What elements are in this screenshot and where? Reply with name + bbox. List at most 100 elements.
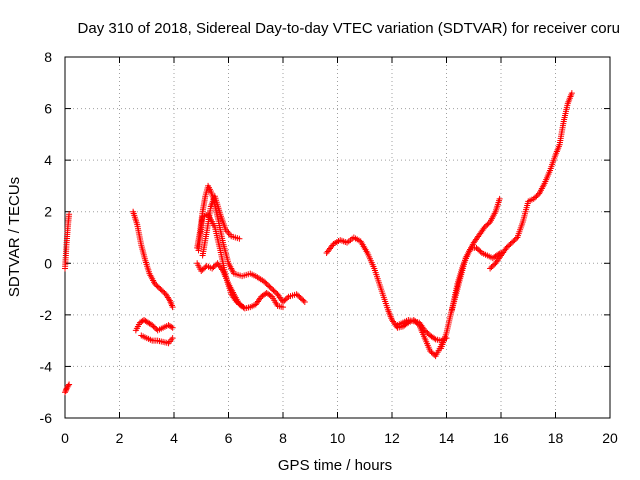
trace-seg-f-14-4	[266, 283, 273, 290]
x-tick-label-4: 8	[279, 430, 287, 446]
point-seg-g-3	[209, 265, 216, 272]
trace-seg-f-15-2	[271, 288, 278, 295]
series-seg-h	[199, 193, 243, 259]
y-tick-label-2: -2	[40, 307, 53, 323]
y-tick-label-0: -6	[40, 410, 53, 426]
series-seg-n	[487, 90, 575, 272]
point-seg-g-1	[198, 268, 205, 275]
trace-seg-k-5-1	[423, 328, 430, 335]
y-tick-label-1: -4	[40, 358, 53, 374]
y-tick-label-4: 2	[44, 204, 52, 220]
x-tick-labels: 0 2 4 6 8 10 12 14 16 18 20	[61, 430, 618, 446]
trace-seg-k-6-3	[431, 335, 438, 342]
x-tick-label-3: 6	[225, 430, 233, 446]
grid-lines	[65, 57, 610, 418]
trace-seg-n-8-2	[533, 193, 540, 200]
point-seg-f-17	[280, 298, 286, 305]
trace-seg-n-8-1	[532, 194, 539, 201]
chart-title: Day 310 of 2018, Sidereal Day-to-day VTE…	[78, 20, 620, 37]
trace-seg-g-3-2	[211, 262, 218, 269]
trace-seg-c-6-1	[158, 287, 165, 294]
trace-seg-f-19-1	[294, 292, 301, 299]
trace-seg-n-4-2	[511, 237, 518, 244]
trace-seg-f-17-1	[281, 297, 288, 304]
point-seg-n-8	[530, 195, 537, 202]
point-seg-h-7	[236, 235, 243, 242]
point-seg-f-15	[269, 286, 276, 293]
point-seg-d-4	[149, 322, 156, 329]
x-tick-label-6: 12	[384, 430, 400, 446]
x-tick-label-10: 20	[602, 430, 618, 446]
y-tick-label-7: 8	[44, 49, 52, 65]
series-seg-j	[323, 234, 447, 360]
trace-seg-n-4-1	[510, 238, 517, 245]
trace-seg-f-14-5	[267, 284, 274, 291]
trace-seg-d-7-2	[168, 323, 175, 330]
point-seg-a-4	[65, 382, 72, 389]
point-seg-n-0	[487, 265, 494, 272]
trace-seg-f-17-2	[282, 296, 289, 303]
trace-seg-g-1-1	[199, 266, 206, 273]
point-seg-f-19	[293, 291, 300, 298]
trace-seg-f-14-2	[263, 280, 270, 287]
trace-seg-k-5-2	[424, 329, 431, 336]
trace-seg-l-7-2	[476, 247, 483, 254]
y-axis-title: SDTVAR / TECUs	[6, 177, 23, 297]
trace-seg-m-6-2	[484, 221, 491, 228]
trace-seg-l-7-3	[477, 248, 484, 255]
point-seg-n-4	[508, 239, 515, 246]
point-seg-l-7	[473, 244, 480, 251]
point-seg-m-9	[496, 195, 503, 202]
trace-seg-n-4-3	[512, 235, 519, 242]
x-tick-label-0: 0	[61, 430, 69, 446]
trace-seg-f-19-3	[297, 295, 304, 302]
trace-seg-c-5-3	[156, 284, 163, 291]
trace-seg-f-19-2	[296, 293, 303, 300]
trace-seg-m-6-1	[483, 222, 490, 229]
point-seg-f-14	[260, 278, 267, 285]
trace-seg-j-17-2	[429, 350, 436, 357]
series-seg-d	[132, 317, 176, 334]
point-seg-c-5	[151, 280, 158, 287]
x-tick-label-9: 18	[548, 430, 564, 446]
x-tick-label-7: 14	[439, 430, 455, 446]
series-seg-k	[394, 317, 450, 344]
series-seg-l	[438, 244, 504, 352]
trace-seg-n-3-2	[506, 242, 513, 249]
x-axis-title: GPS time / hours	[278, 457, 392, 474]
trace-seg-f-14-1	[262, 279, 269, 286]
series-seg-a	[62, 381, 73, 396]
point-seg-n-16	[568, 90, 575, 97]
trace-seg-g-1-2	[200, 265, 207, 272]
point-seg-m-6	[481, 224, 488, 231]
trace-seg-f-15-1	[270, 287, 277, 294]
series-seg-e	[138, 332, 176, 347]
trace-seg-f-14-3	[265, 282, 272, 289]
data-points	[62, 90, 575, 396]
x-tick-label-2: 4	[170, 430, 178, 446]
point-seg-c-6	[157, 286, 164, 293]
axis-ticks	[64, 56, 611, 419]
y-tick-labels: -6 -4 -2 0 2 4 6 8	[40, 49, 53, 426]
trace-seg-f-17-3	[284, 295, 291, 302]
point-seg-e-6	[169, 335, 176, 342]
point-seg-i-8	[240, 304, 247, 311]
point-seg-k-5	[421, 327, 428, 334]
trace-seg-g-3-1	[210, 264, 217, 271]
series-seg-f	[194, 182, 308, 305]
series-seg-i	[195, 211, 247, 311]
point-seg-b-5	[66, 211, 73, 218]
x-tick-label-5: 10	[330, 430, 346, 446]
trace-seg-l-7-1	[474, 246, 481, 253]
trace-seg-d-4-1	[150, 323, 157, 330]
trace-seg-c-6-2	[160, 288, 167, 295]
x-tick-label-1: 2	[116, 430, 124, 446]
trace-seg-c-5-2	[154, 283, 161, 290]
y-tick-label-6: 6	[44, 101, 52, 117]
y-tick-label-5: 4	[44, 152, 52, 168]
point-seg-n-3	[503, 244, 510, 251]
trace-seg-n-3-1	[504, 243, 511, 250]
trace-seg-m-6-3	[485, 220, 492, 227]
point-seg-a-0	[62, 389, 68, 396]
